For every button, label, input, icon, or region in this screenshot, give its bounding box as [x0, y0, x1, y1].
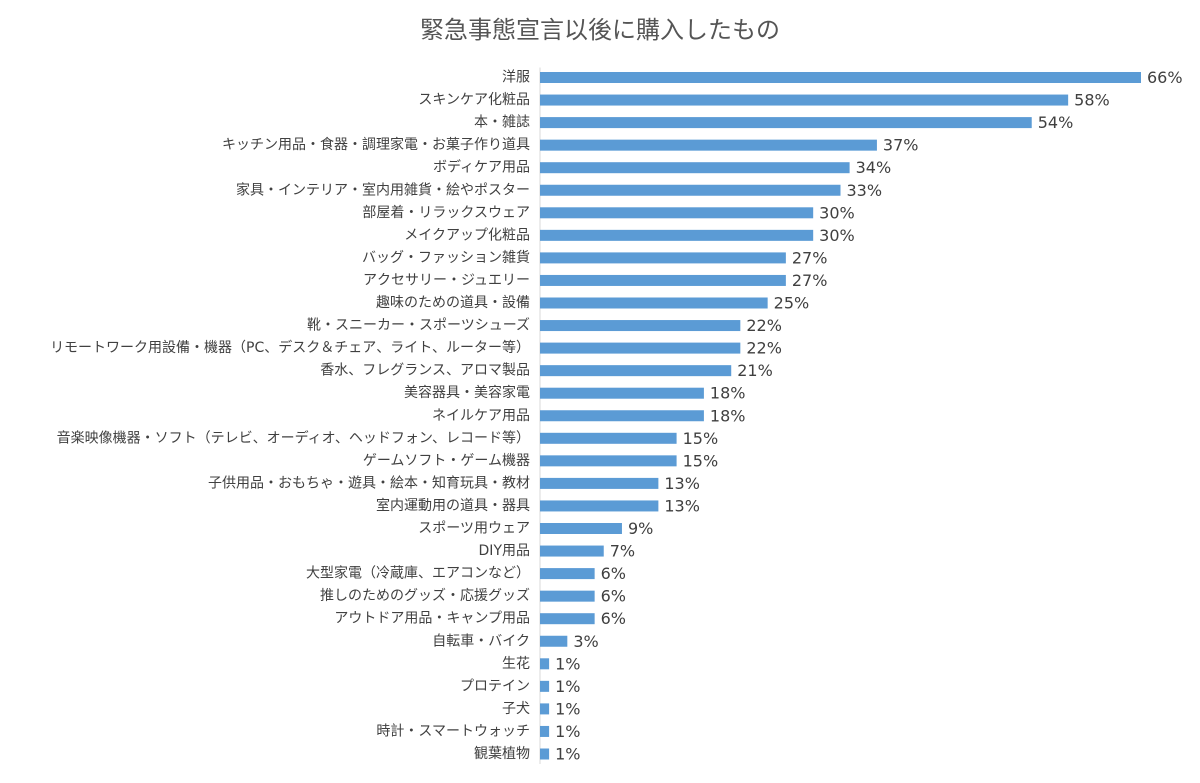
value-label: 18% — [710, 384, 746, 403]
bar — [540, 725, 550, 737]
value-label: 1% — [555, 677, 580, 696]
value-label: 34% — [856, 158, 892, 177]
category-label: 自転車・バイク — [432, 632, 530, 649]
bar — [540, 387, 704, 399]
category-label: 香水、フレグランス、アロマ製品 — [320, 363, 530, 379]
category-label: ゲームソフト・ゲーム機器 — [363, 453, 530, 469]
bar — [540, 117, 1032, 129]
value-label: 1% — [555, 654, 580, 673]
value-label: 18% — [710, 406, 746, 425]
value-label: 58% — [1074, 91, 1110, 110]
category-label: メイクアップ化粧品 — [404, 227, 530, 243]
bar — [540, 410, 704, 422]
bar — [540, 252, 786, 264]
category-label: DIY用品 — [479, 543, 530, 559]
value-label: 15% — [683, 451, 719, 470]
bar — [540, 229, 814, 241]
category-label: リモートワーク用設備・機器（PC、デスク＆チェア、ライト、ルーター等） — [50, 339, 530, 356]
category-label: キッチン用品・食器・調理家電・お菓子作り道具 — [222, 136, 530, 153]
value-label: 27% — [792, 248, 828, 267]
bar — [540, 568, 595, 580]
category-label: 本・雑誌 — [474, 115, 530, 131]
category-label: 子犬 — [502, 701, 530, 717]
value-label: 6% — [601, 564, 626, 583]
bar — [540, 523, 622, 534]
value-label: 37% — [883, 136, 919, 155]
value-label: 3% — [573, 632, 598, 651]
bar — [540, 162, 850, 174]
bar — [540, 545, 604, 557]
category-label: 時計・スマートウォッチ — [376, 723, 530, 739]
category-label: 観葉植物 — [474, 745, 530, 762]
value-label: 1% — [555, 745, 580, 764]
category-label: 推しのためのグッズ・応援グッズ — [320, 588, 530, 604]
value-label: 1% — [555, 722, 580, 741]
category-label: バッグ・ファッション雑貨 — [362, 249, 530, 266]
bar — [540, 500, 659, 512]
value-label: 22% — [746, 316, 782, 335]
category-label: 家具・インテリア・室内用雑貨・絵やポスター — [236, 181, 530, 198]
category-label: 洋服 — [502, 70, 530, 86]
category-label: 生花 — [502, 656, 530, 672]
bar — [540, 94, 1069, 106]
value-label: 7% — [610, 542, 635, 561]
bar — [540, 703, 550, 715]
value-label: 66% — [1147, 68, 1183, 87]
value-label: 6% — [601, 587, 626, 606]
value-label: 54% — [1038, 113, 1074, 132]
category-label: 趣味のための道具・設備 — [376, 295, 530, 311]
bar — [540, 658, 550, 670]
category-label: プロテイン — [460, 678, 530, 694]
bar — [540, 207, 814, 219]
category-label: 美容器具・美容家電 — [404, 384, 530, 401]
category-label: 大型家電（冷蔵庫、エアコンなど） — [306, 565, 530, 582]
value-label: 6% — [601, 609, 626, 628]
bar — [540, 139, 877, 151]
value-label: 30% — [819, 203, 855, 222]
bar — [540, 477, 659, 489]
value-label: 22% — [746, 339, 782, 358]
bar — [540, 274, 786, 286]
value-label: 15% — [683, 429, 719, 448]
value-label: 13% — [664, 474, 700, 493]
value-label: 13% — [664, 496, 700, 515]
category-label: アウトドア用品・キャンプ用品 — [334, 611, 530, 627]
category-label: アクセサリー・ジュエリー — [363, 272, 530, 288]
chart-title: 緊急事態宣言以後に購入したもの — [420, 16, 780, 44]
value-label: 30% — [819, 226, 855, 245]
category-label: ネイルケア用品 — [432, 408, 530, 424]
category-label: 部屋着・リラックスウェア — [362, 205, 530, 221]
value-label: 27% — [792, 271, 828, 290]
bar — [540, 613, 595, 625]
bar — [540, 72, 1141, 83]
category-label: スポーツ用ウェア — [418, 521, 530, 537]
bar — [540, 365, 732, 377]
category-label: ボディケア用品 — [433, 159, 530, 176]
value-label: 33% — [847, 181, 883, 200]
bar — [540, 680, 550, 692]
value-label: 21% — [737, 361, 773, 380]
bar — [540, 184, 841, 196]
value-label: 25% — [774, 294, 810, 313]
value-label: 9% — [628, 519, 653, 538]
bar — [540, 432, 677, 444]
category-label: 音楽映像機器・ソフト（テレビ、オーディオ、ヘッドフォン、レコード等） — [57, 429, 530, 446]
bar — [540, 342, 741, 354]
category-label: 靴・スニーカー・スポーツシューズ — [307, 318, 530, 334]
bar — [540, 320, 741, 332]
category-label: 室内運動用の道具・器具 — [376, 497, 530, 514]
bar — [540, 748, 550, 760]
value-label: 1% — [555, 699, 580, 718]
bar — [540, 590, 595, 602]
category-label: 子供用品・おもちゃ・遊具・絵本・知育玩具・教材 — [208, 474, 530, 491]
bar — [540, 297, 768, 309]
category-label: スキンケア化粧品 — [418, 92, 530, 108]
bar — [540, 635, 568, 647]
bar — [540, 455, 677, 467]
